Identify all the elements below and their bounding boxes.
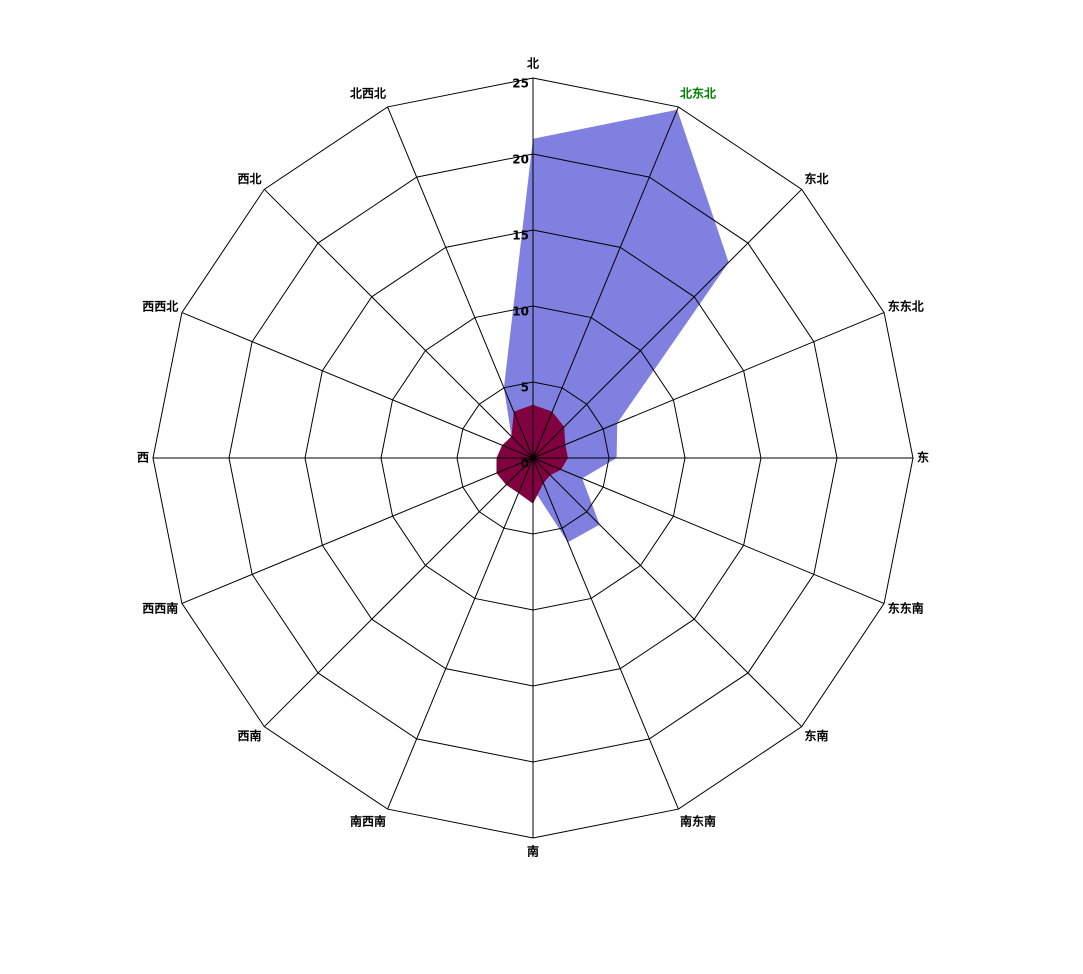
category-label: 东东南 <box>888 600 924 615</box>
category-label: 东南 <box>805 728 829 743</box>
spoke <box>532 457 679 810</box>
series-area <box>496 404 568 504</box>
spoke <box>263 457 534 728</box>
category-label: 西西北 <box>142 299 178 314</box>
category-label: 西 <box>137 451 149 465</box>
spoke <box>532 188 803 459</box>
category-label: 东北 <box>805 171 829 186</box>
category-label: 东东北 <box>888 299 924 314</box>
r-tick-label: 20 <box>512 153 529 167</box>
r-tick-label: 5 <box>521 381 529 395</box>
spoke <box>387 106 534 459</box>
r-tick-label: 10 <box>512 305 529 319</box>
category-label: 北西北 <box>350 85 386 100</box>
spoke <box>387 457 534 810</box>
spoke <box>532 312 885 459</box>
spoke <box>532 457 803 728</box>
spoke <box>263 188 534 459</box>
category-label: 北东北 <box>680 85 716 100</box>
r-tick-label: 0 <box>521 457 529 471</box>
category-label: 西西南 <box>142 600 178 615</box>
category-label: 北 <box>527 56 539 71</box>
category-label: 东 <box>917 450 929 465</box>
r-tick-label: 15 <box>512 229 529 243</box>
spoke <box>181 312 534 459</box>
category-label: 西北 <box>237 171 261 186</box>
category-label: 南西南 <box>350 814 386 829</box>
spoke <box>532 106 679 459</box>
spoke <box>532 457 885 604</box>
category-label: 南东南 <box>680 814 716 829</box>
r-tick-label: 25 <box>512 77 529 91</box>
spoke <box>181 457 534 604</box>
category-label: 南 <box>527 844 539 859</box>
category-label: 西南 <box>237 728 261 743</box>
